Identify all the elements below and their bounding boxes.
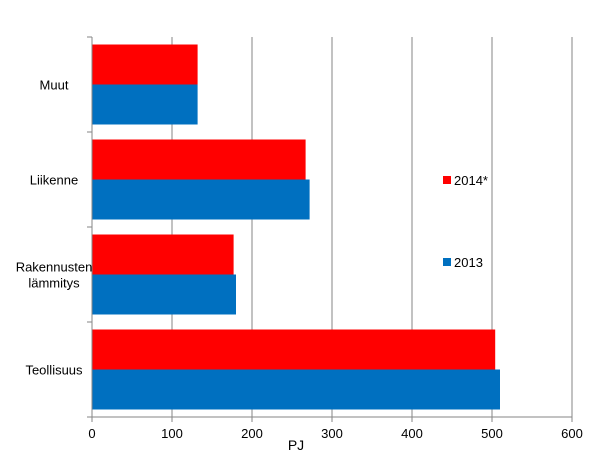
legend-swatch bbox=[443, 258, 451, 266]
bars bbox=[92, 44, 500, 410]
axes bbox=[87, 36, 573, 422]
legend-label: 2013 bbox=[454, 255, 483, 270]
x-tick-label: 0 bbox=[88, 426, 95, 441]
bar-2014-3 bbox=[92, 329, 496, 370]
bar-2013-1 bbox=[92, 179, 310, 220]
x-tick-label: 400 bbox=[401, 426, 423, 441]
category-label: Muut bbox=[40, 78, 69, 93]
bar-2013-2 bbox=[92, 274, 236, 315]
legend: 2014* 2013 bbox=[443, 173, 488, 270]
category-label: Teollisuus bbox=[25, 363, 83, 378]
x-axis-title: PJ bbox=[288, 437, 304, 453]
bar-2013-0 bbox=[92, 84, 198, 125]
x-tick-label: 200 bbox=[241, 426, 263, 441]
category-label: Liikenne bbox=[30, 173, 78, 188]
x-tick-label: 100 bbox=[161, 426, 183, 441]
bar-2014-0 bbox=[92, 44, 198, 85]
category-label: Rakennusten lämmitys bbox=[16, 260, 93, 291]
category-labels: Muut Liikenne Rakennusten lämmitys Teollisuu… bbox=[16, 78, 93, 378]
bar-2014-2 bbox=[92, 234, 234, 275]
legend-swatch bbox=[443, 176, 451, 184]
legend-label: 2014* bbox=[454, 173, 488, 188]
x-tick-labels: 0 100 200 300 400 500 600 bbox=[88, 426, 582, 441]
x-tick-label: 300 bbox=[321, 426, 343, 441]
bar-2013-3 bbox=[92, 369, 500, 410]
bar-2014-1 bbox=[92, 139, 306, 180]
x-tick-label: 500 bbox=[481, 426, 503, 441]
x-tick-label: 600 bbox=[561, 426, 583, 441]
